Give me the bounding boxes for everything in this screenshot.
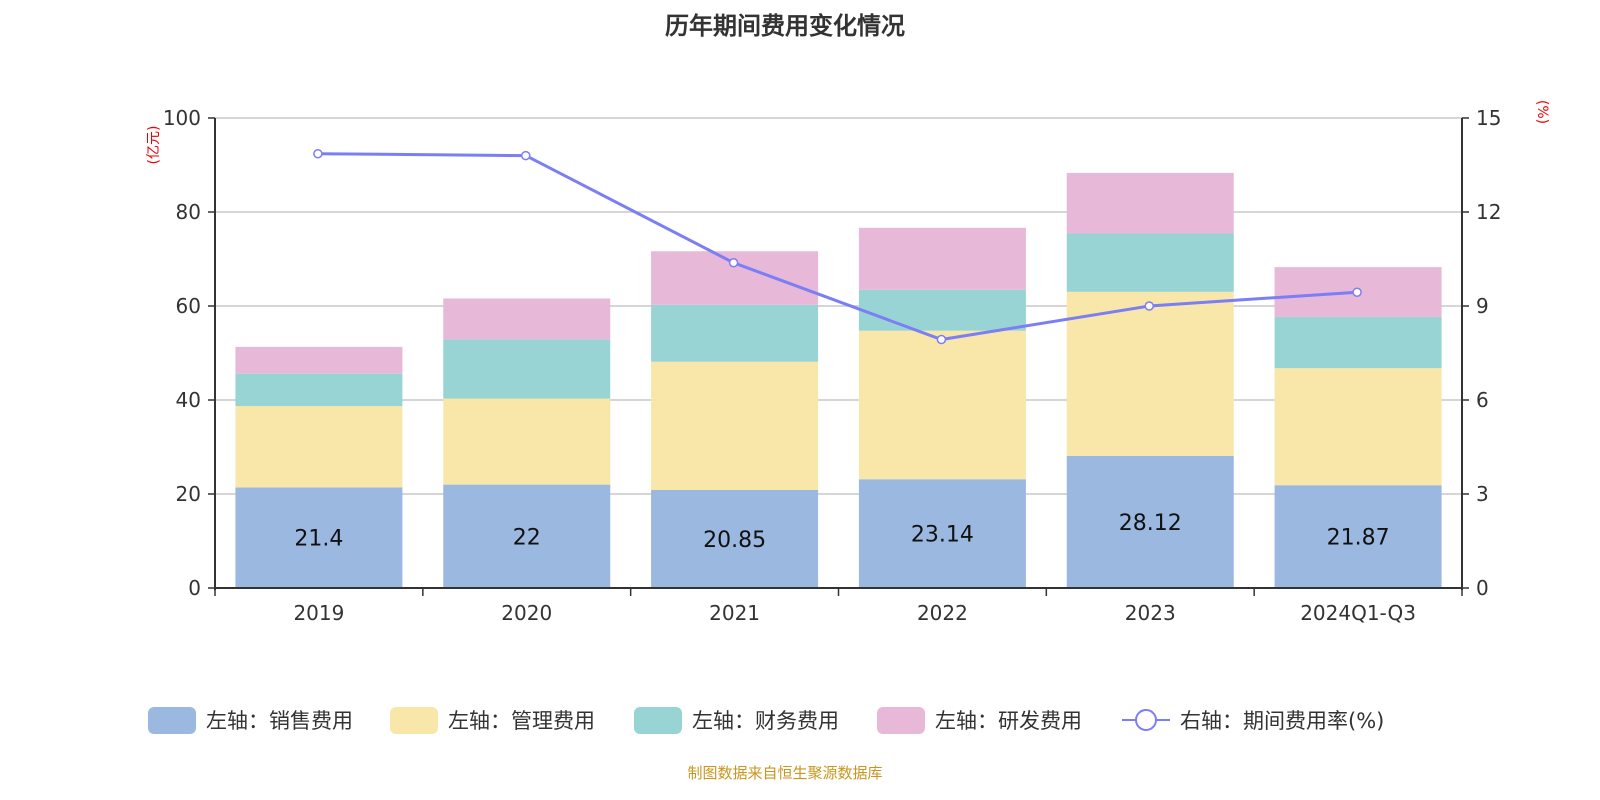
- right-axis-tick-label: 15: [1476, 106, 1501, 130]
- bar-segment: [651, 304, 819, 362]
- legend-swatch: [634, 707, 682, 734]
- bar-data-label: 21.87: [1327, 526, 1390, 551]
- right-axis-tick-label: 0: [1476, 576, 1489, 600]
- bar-segment: [235, 487, 403, 588]
- source-note: 制图数据来自恒生聚源数据库: [687, 764, 883, 782]
- x-axis-tick-label: 2019: [293, 601, 344, 625]
- rate-point: [521, 150, 531, 161]
- right-axis-tick-label: 12: [1476, 200, 1501, 224]
- left-axis-tick-label: 100: [163, 106, 201, 130]
- bar-data-label: 20.85: [703, 528, 766, 553]
- bar-segment: [858, 330, 1026, 480]
- rate-point: [313, 148, 323, 159]
- bar-segment: [443, 398, 611, 485]
- legend-swatch: [390, 707, 438, 734]
- legend-swatch: [877, 707, 925, 734]
- bar-segment: [858, 289, 1026, 331]
- bar-segment: [235, 406, 403, 488]
- legend-label: 左轴：销售费用: [206, 709, 353, 733]
- left-axis-tick-label: 20: [176, 482, 201, 506]
- left-axis-tick-label: 40: [176, 388, 201, 412]
- rate-point: [1352, 287, 1362, 297]
- bar-segment: [1066, 291, 1234, 456]
- right-axis-unit: (%): [1534, 100, 1550, 124]
- bar-segment: [1066, 455, 1234, 588]
- legend-swatch: [148, 707, 196, 734]
- legend-label: 左轴：财务费用: [692, 709, 839, 733]
- bar-segment: [651, 361, 819, 491]
- right-axis-tick-label: 9: [1476, 294, 1489, 318]
- bar-data-label: 23.14: [911, 523, 974, 548]
- left-axis-tick-label: 60: [176, 294, 201, 318]
- left-axis-tick-label: 0: [188, 576, 201, 600]
- bar-data-label: 21.4: [294, 527, 343, 552]
- rate-point: [1144, 301, 1154, 311]
- rate-point: [728, 258, 739, 268]
- x-axis-tick-label: 2021: [709, 601, 760, 625]
- x-axis-tick-label: 2022: [917, 601, 968, 625]
- legend-label: 左轴：研发费用: [935, 709, 1082, 733]
- bar-segment: [1066, 233, 1234, 292]
- legend-label: 左轴：管理费用: [448, 709, 595, 733]
- bar-segment: [235, 346, 403, 374]
- bar-segment: [1274, 485, 1442, 588]
- bar-segment: [651, 490, 819, 588]
- bar-segment: [1066, 172, 1234, 234]
- rate-line: [317, 152, 1358, 342]
- x-axis-tick-label: 2023: [1125, 601, 1176, 625]
- bar-segment: [443, 298, 611, 340]
- bar-segment: [858, 227, 1026, 290]
- bar-segment: [858, 479, 1026, 588]
- bar-data-label: 28.12: [1119, 511, 1182, 536]
- bar-segment: [443, 484, 611, 588]
- bar-segment: [235, 373, 403, 407]
- left-axis-tick-label: 80: [176, 200, 201, 224]
- right-axis-tick-label: 3: [1476, 482, 1489, 506]
- bar-data-label: 22: [513, 525, 541, 550]
- bar-segment: [1274, 316, 1442, 369]
- legend-circle-icon: [1135, 709, 1157, 731]
- rate-point: [936, 334, 947, 345]
- x-axis-tick-label: 2024Q1-Q3: [1300, 601, 1416, 625]
- x-axis-tick-label: 2020: [501, 601, 552, 625]
- bar-segment: [443, 339, 611, 399]
- chart-title: 历年期间费用变化情况: [665, 12, 905, 40]
- left-axis-unit: (亿元): [146, 126, 162, 165]
- legend-label: 右轴：期间费用率(%): [1180, 709, 1384, 733]
- right-axis-tick-label: 6: [1476, 388, 1489, 412]
- bar-segment: [1274, 368, 1442, 486]
